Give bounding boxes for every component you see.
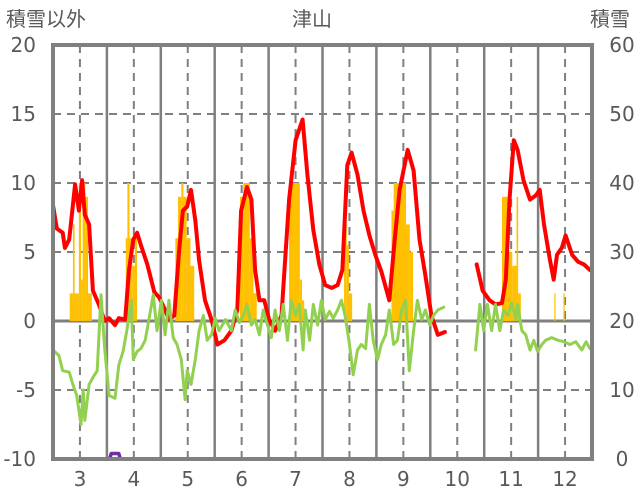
right-tick-label: 60 <box>609 33 634 57</box>
bar <box>183 196 187 321</box>
x-tick-label: 12 <box>552 467 577 491</box>
left-axis-title: 積雪以外 <box>6 7 86 31</box>
bar <box>406 224 410 321</box>
bar <box>299 279 303 321</box>
green-series-line <box>474 301 592 353</box>
bar <box>240 196 244 321</box>
x-tick-label: 4 <box>127 467 140 491</box>
bar <box>507 252 513 321</box>
bar <box>82 183 86 321</box>
right-tick-label: 30 <box>609 240 634 264</box>
bar <box>348 293 353 321</box>
right-tick-label: 0 <box>616 447 629 471</box>
left-tick-label: -10 <box>3 447 36 471</box>
bar <box>501 196 508 321</box>
bar <box>69 293 73 321</box>
bar <box>190 265 195 321</box>
left-tick-label: 15 <box>11 102 36 126</box>
bar <box>132 265 135 321</box>
bar <box>186 238 191 321</box>
bar <box>554 293 556 321</box>
left-tick-label: 10 <box>11 171 36 195</box>
left-tick-label: 5 <box>23 240 36 264</box>
bar <box>134 238 138 321</box>
green-series-line <box>51 293 446 426</box>
bar <box>289 183 300 321</box>
x-tick-label: 5 <box>181 467 194 491</box>
right-tick-label: 10 <box>609 378 634 402</box>
bar <box>346 245 349 321</box>
bar <box>253 293 257 321</box>
right-tick-label: 50 <box>609 102 634 126</box>
bar <box>249 238 254 321</box>
bar <box>516 196 519 321</box>
bar <box>344 224 347 321</box>
bar <box>72 224 75 321</box>
x-tick-label: 8 <box>343 467 356 491</box>
bar <box>127 183 130 321</box>
bar <box>129 238 133 321</box>
x-tick-label: 3 <box>74 467 87 491</box>
x-tick-label: 10 <box>445 467 470 491</box>
red-series-line <box>474 138 592 307</box>
bar <box>81 279 83 321</box>
x-tick-label: 11 <box>498 467 523 491</box>
left-tick-label: 20 <box>11 33 36 57</box>
left-tick-label: 0 <box>23 309 36 333</box>
bar <box>512 265 517 321</box>
bar <box>409 252 414 321</box>
bar <box>88 293 92 321</box>
x-tick-label: 7 <box>289 467 302 491</box>
bar <box>302 300 305 321</box>
right-y-axis: 60 50 40 30 20 10 0 <box>609 33 634 471</box>
bar <box>78 183 82 321</box>
right-tick-label: 40 <box>609 171 634 195</box>
x-axis: 3 4 5 6 7 8 9 10 11 12 <box>74 467 578 491</box>
right-tick-label: 20 <box>609 309 634 333</box>
x-tick-label: 9 <box>397 467 410 491</box>
bar <box>181 183 184 321</box>
x-tick-label: 6 <box>235 467 248 491</box>
right-axis-title: 積雪 <box>590 7 630 31</box>
bar <box>74 293 79 321</box>
bar <box>563 293 565 321</box>
left-y-axis: 20 15 10 5 0 -5 -10 <box>3 33 36 471</box>
bar <box>85 196 89 321</box>
left-tick-label: -5 <box>16 378 36 402</box>
chart-title: 津山 <box>292 7 332 31</box>
bar <box>243 183 250 321</box>
plot-frame <box>51 43 594 461</box>
